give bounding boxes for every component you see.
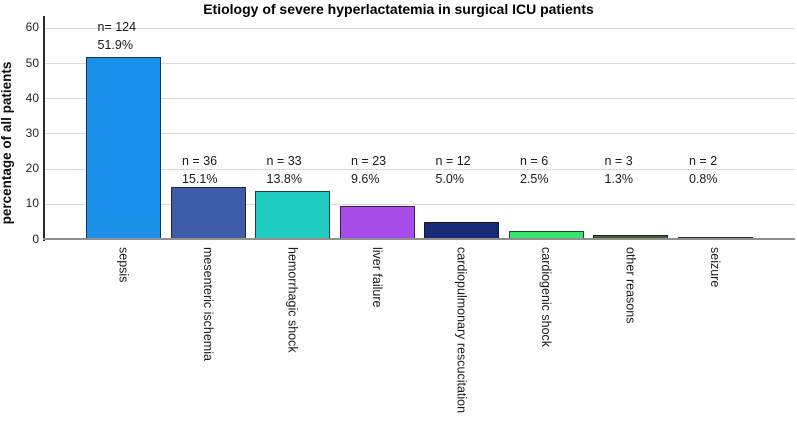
chart-title: Etiology of severe hyperlactatemia in su… xyxy=(203,1,594,17)
gridline-60 xyxy=(45,27,795,29)
y-axis-line xyxy=(43,16,45,241)
bar-percent-label: 9.6% xyxy=(351,172,380,186)
bar-count-label: n = 3 xyxy=(604,154,633,168)
gridline-10 xyxy=(45,203,795,205)
bar-annotation: n= 124 51.9% xyxy=(98,18,137,54)
y-tick-label-0: 0 xyxy=(32,231,39,246)
bar-percent-label: 51.9% xyxy=(97,38,133,52)
bar-count-label: n= 124 xyxy=(97,20,137,34)
x-category-label: sepsis xyxy=(116,247,131,283)
bar-percent-label: 15.1% xyxy=(182,172,218,186)
gridline-20 xyxy=(45,168,795,170)
bar-percent-label: 13.8% xyxy=(266,172,302,186)
x-axis-line xyxy=(43,238,795,240)
y-tick-label-30: 30 xyxy=(25,125,39,140)
bar-annotation: n = 23 9.6% xyxy=(351,152,386,188)
gridline-40 xyxy=(45,98,795,100)
bar-count-label: n = 6 xyxy=(520,154,549,168)
bar-count-label: n = 23 xyxy=(351,154,387,168)
bar-sepsis xyxy=(86,56,161,240)
x-category-label: cardiopulmonary rescucitation xyxy=(454,247,469,414)
bar-percent-label: 5.0% xyxy=(435,172,465,186)
y-tick-label-60: 60 xyxy=(25,20,39,35)
bar-liver-failure xyxy=(339,205,415,240)
bar-mesenteric-ischemia xyxy=(170,186,246,240)
x-category-label: liver failure xyxy=(370,247,384,308)
bar-count-label: n = 2 xyxy=(689,154,718,168)
bar-count-label: n = 33 xyxy=(266,154,302,168)
bar-percent-label: 1.3% xyxy=(604,172,634,186)
x-category-label: mesenteric ischemia xyxy=(201,247,215,361)
x-category-label: other reasons xyxy=(623,247,638,324)
x-category-label: cardiogenic shock xyxy=(539,247,553,348)
bar-percent-label: 2.5% xyxy=(520,172,549,186)
x-category-label: hemorrhagic shock xyxy=(285,247,300,353)
bar-count-label: n = 12 xyxy=(435,154,471,168)
bar-annotation: n = 12 5.0% xyxy=(436,152,471,188)
y-tick-label-40: 40 xyxy=(25,90,39,105)
y-tick-label-20: 20 xyxy=(25,161,39,176)
y-tick-label-10: 10 xyxy=(25,196,39,211)
bar-percent-label: 0.8% xyxy=(689,172,718,186)
bar-annotation: n = 36 15.1% xyxy=(182,152,217,188)
x-category-label: seizure xyxy=(708,247,722,288)
bar-annotation: n = 2 0.8% xyxy=(689,152,718,188)
bar-annotation: n = 3 1.3% xyxy=(605,152,634,188)
bar-cardiopulmonary-rescucitation xyxy=(424,221,499,240)
bar-annotation: n = 33 13.8% xyxy=(267,152,302,188)
y-tick-label-50: 50 xyxy=(25,55,39,70)
gridline-50 xyxy=(45,63,795,65)
bar-hemorrhagic-shock xyxy=(255,190,330,240)
bar-count-label: n = 36 xyxy=(182,154,218,168)
bar-annotation: n = 6 2.5% xyxy=(520,152,549,188)
gridline-30 xyxy=(45,133,795,135)
